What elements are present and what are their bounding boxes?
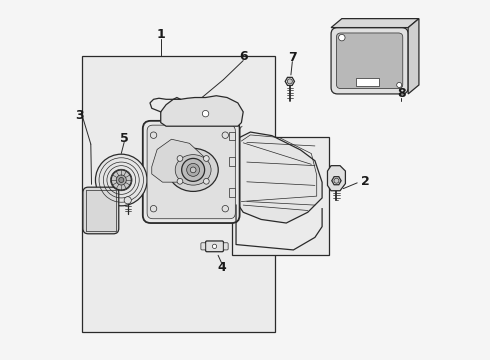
Bar <box>232 137 329 255</box>
FancyBboxPatch shape <box>83 187 119 234</box>
Text: 4: 4 <box>218 261 226 274</box>
Bar <box>229 132 235 140</box>
Polygon shape <box>152 139 204 182</box>
Circle shape <box>203 156 209 161</box>
Circle shape <box>150 132 157 138</box>
Bar <box>356 78 379 86</box>
Polygon shape <box>327 166 345 191</box>
FancyBboxPatch shape <box>147 125 235 219</box>
Text: 2: 2 <box>361 175 369 188</box>
Circle shape <box>287 79 293 84</box>
Bar <box>229 157 235 166</box>
Circle shape <box>182 158 205 181</box>
FancyBboxPatch shape <box>205 241 223 252</box>
Circle shape <box>202 111 209 117</box>
Text: 5: 5 <box>120 131 128 145</box>
Circle shape <box>177 179 183 184</box>
Circle shape <box>119 177 124 183</box>
Text: 8: 8 <box>397 87 406 100</box>
Ellipse shape <box>175 155 211 185</box>
Circle shape <box>334 178 339 183</box>
FancyBboxPatch shape <box>337 33 403 89</box>
Text: 1: 1 <box>156 28 165 41</box>
Circle shape <box>339 35 345 41</box>
Circle shape <box>177 156 183 161</box>
Circle shape <box>111 170 131 190</box>
Polygon shape <box>161 96 243 126</box>
Polygon shape <box>408 19 419 94</box>
Polygon shape <box>331 19 419 28</box>
Circle shape <box>397 82 402 87</box>
Text: 6: 6 <box>239 50 247 63</box>
Text: 3: 3 <box>75 109 84 122</box>
Text: 7: 7 <box>288 51 297 64</box>
Circle shape <box>203 179 209 184</box>
FancyBboxPatch shape <box>331 28 408 94</box>
Circle shape <box>190 167 196 173</box>
Circle shape <box>187 163 199 176</box>
Circle shape <box>222 206 228 212</box>
Circle shape <box>150 206 157 212</box>
Circle shape <box>124 197 131 204</box>
Polygon shape <box>285 77 294 85</box>
FancyBboxPatch shape <box>223 243 228 250</box>
Circle shape <box>116 175 126 185</box>
Polygon shape <box>236 132 322 223</box>
Circle shape <box>212 244 217 248</box>
Circle shape <box>96 154 147 206</box>
FancyBboxPatch shape <box>201 243 205 250</box>
Polygon shape <box>332 177 341 185</box>
Ellipse shape <box>168 148 218 192</box>
Circle shape <box>222 132 228 138</box>
FancyBboxPatch shape <box>143 121 240 223</box>
Bar <box>82 56 275 332</box>
Bar <box>229 188 235 197</box>
